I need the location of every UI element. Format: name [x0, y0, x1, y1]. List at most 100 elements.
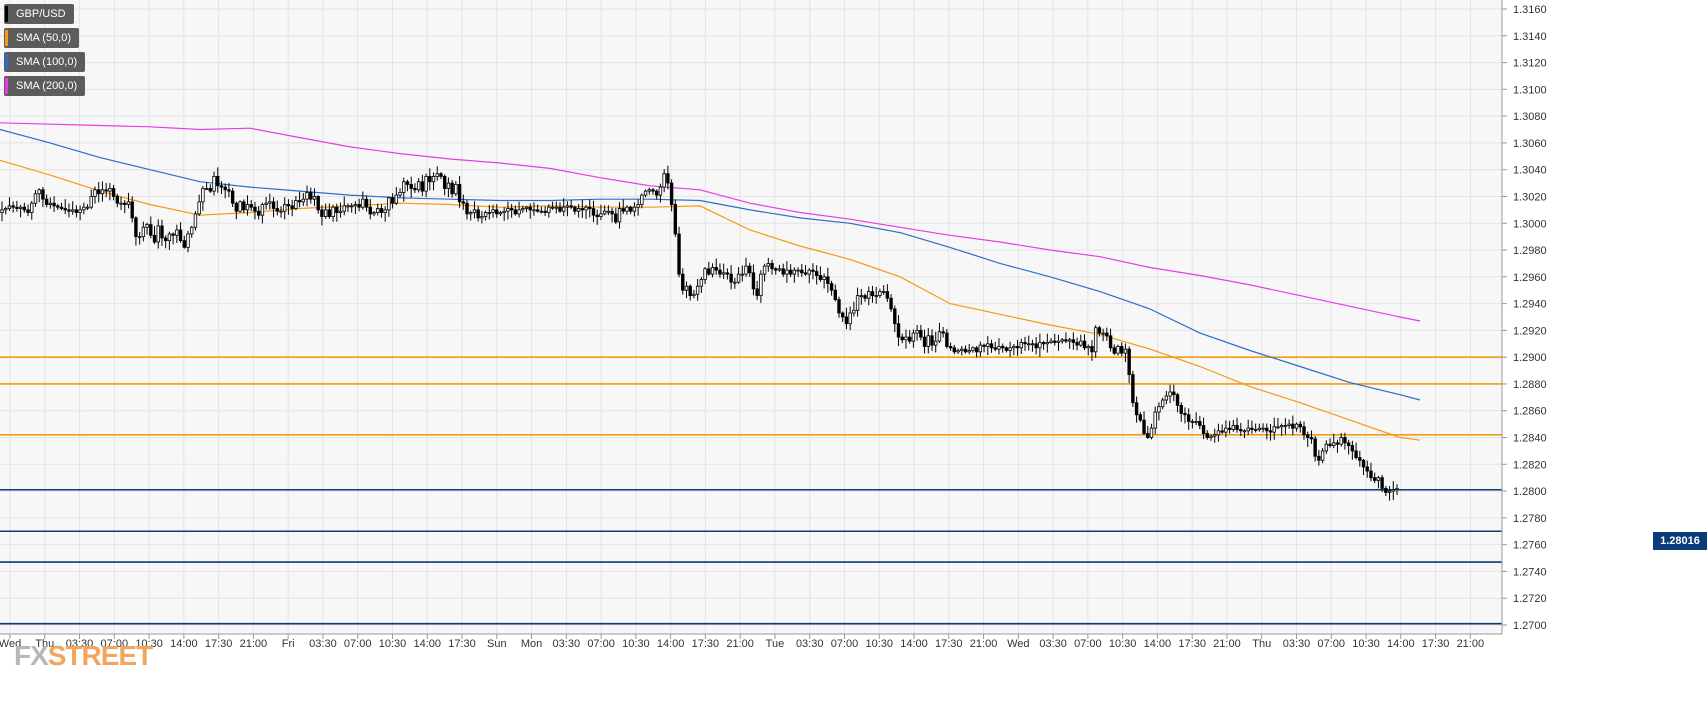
candle — [37, 189, 41, 195]
candle — [52, 202, 56, 207]
y-tick-label: 1.2780 — [1513, 513, 1547, 525]
candle — [584, 206, 588, 211]
candle — [614, 213, 618, 223]
candle — [573, 206, 577, 212]
candle — [123, 202, 127, 205]
legend-item-sma-200[interactable]: SMA (200,0) — [4, 76, 86, 96]
candle — [1380, 477, 1384, 489]
candle — [617, 208, 622, 223]
candle — [342, 205, 346, 212]
candle — [271, 201, 276, 209]
logo-fx: FX — [14, 640, 49, 671]
candle — [1346, 442, 1351, 446]
candle — [67, 209, 71, 212]
x-tick-label: 17:30 — [935, 638, 963, 650]
candle — [1283, 425, 1288, 427]
candle — [606, 210, 611, 213]
candle — [1034, 343, 1038, 349]
y-tick-label: 1.3160 — [1513, 4, 1547, 16]
candle — [1045, 342, 1050, 345]
y-tick-label: 1.3120 — [1513, 58, 1547, 70]
candle — [1090, 346, 1094, 353]
legend-item-sma-50[interactable]: SMA (50,0) — [4, 28, 80, 48]
candle — [807, 269, 811, 275]
x-tick-label: Wed — [0, 638, 21, 650]
candle — [748, 265, 752, 274]
candle — [904, 336, 908, 341]
candle — [1112, 347, 1116, 354]
candle — [826, 276, 830, 284]
candle — [699, 279, 704, 287]
legend-item-sma-100[interactable]: SMA (100,0) — [4, 52, 86, 72]
legend-swatch — [5, 30, 8, 46]
candle — [309, 192, 313, 200]
candle — [521, 208, 525, 211]
candle — [1027, 343, 1031, 346]
candle — [74, 209, 79, 213]
candle — [513, 209, 518, 215]
candle — [186, 233, 190, 248]
candle — [1097, 327, 1102, 334]
x-tick-label: 17:30 — [205, 638, 233, 650]
candle — [472, 209, 477, 213]
candle — [190, 226, 194, 235]
candle — [744, 265, 748, 275]
candle — [11, 205, 15, 208]
candle — [1012, 346, 1016, 349]
candle — [1067, 339, 1072, 342]
x-tick-label: 03:30 — [1039, 638, 1067, 650]
candle — [896, 323, 901, 338]
candle — [201, 188, 205, 203]
candle — [934, 340, 938, 346]
candle — [989, 343, 994, 349]
x-tick-label: 14:00 — [657, 638, 685, 650]
x-tick-label: Fri — [282, 638, 295, 650]
candle — [1239, 429, 1243, 432]
x-tick-label: 10:30 — [1109, 638, 1137, 650]
candle — [1004, 347, 1009, 351]
candle — [398, 192, 402, 196]
candle — [625, 206, 629, 212]
candle — [1220, 430, 1224, 433]
candle — [1071, 339, 1076, 343]
candle — [517, 209, 521, 215]
y-axis: 1.3160 1.3140 1.3120 1.3100 1.3080 1.3060 1.30… — [1502, 4, 1547, 632]
candle — [111, 188, 116, 197]
candle — [569, 205, 573, 208]
candle — [1190, 421, 1195, 423]
candle — [1216, 430, 1221, 436]
legend-label: SMA (50,0) — [16, 32, 72, 44]
candle — [524, 206, 529, 209]
candle — [1168, 391, 1172, 397]
candle — [182, 240, 186, 248]
candle — [814, 271, 819, 276]
candle — [320, 209, 324, 217]
candle — [751, 272, 756, 290]
candle — [435, 173, 439, 177]
candle — [1093, 327, 1098, 353]
candle — [442, 175, 447, 189]
x-tick-label: 14:00 — [413, 638, 441, 650]
candle — [543, 210, 547, 213]
candle — [509, 208, 514, 211]
legend-item-gbpusd[interactable]: GBP/USD — [4, 4, 74, 24]
candle — [919, 329, 923, 338]
candle — [766, 263, 771, 267]
legend-label: SMA (200,0) — [16, 80, 78, 92]
candle — [1384, 488, 1388, 493]
candle — [82, 206, 86, 211]
candle — [707, 268, 711, 275]
candle — [1201, 425, 1206, 434]
candle — [1138, 414, 1143, 421]
candle — [193, 213, 198, 228]
candle — [1358, 457, 1362, 461]
candle — [1343, 437, 1347, 444]
candle — [1127, 348, 1131, 375]
y-tick-label: 1.2940 — [1513, 299, 1547, 311]
candle — [469, 212, 473, 215]
x-tick-label: Thu — [1252, 638, 1271, 650]
y-tick-label: 1.3140 — [1513, 31, 1547, 43]
candle — [1082, 340, 1087, 349]
candle — [275, 208, 279, 212]
